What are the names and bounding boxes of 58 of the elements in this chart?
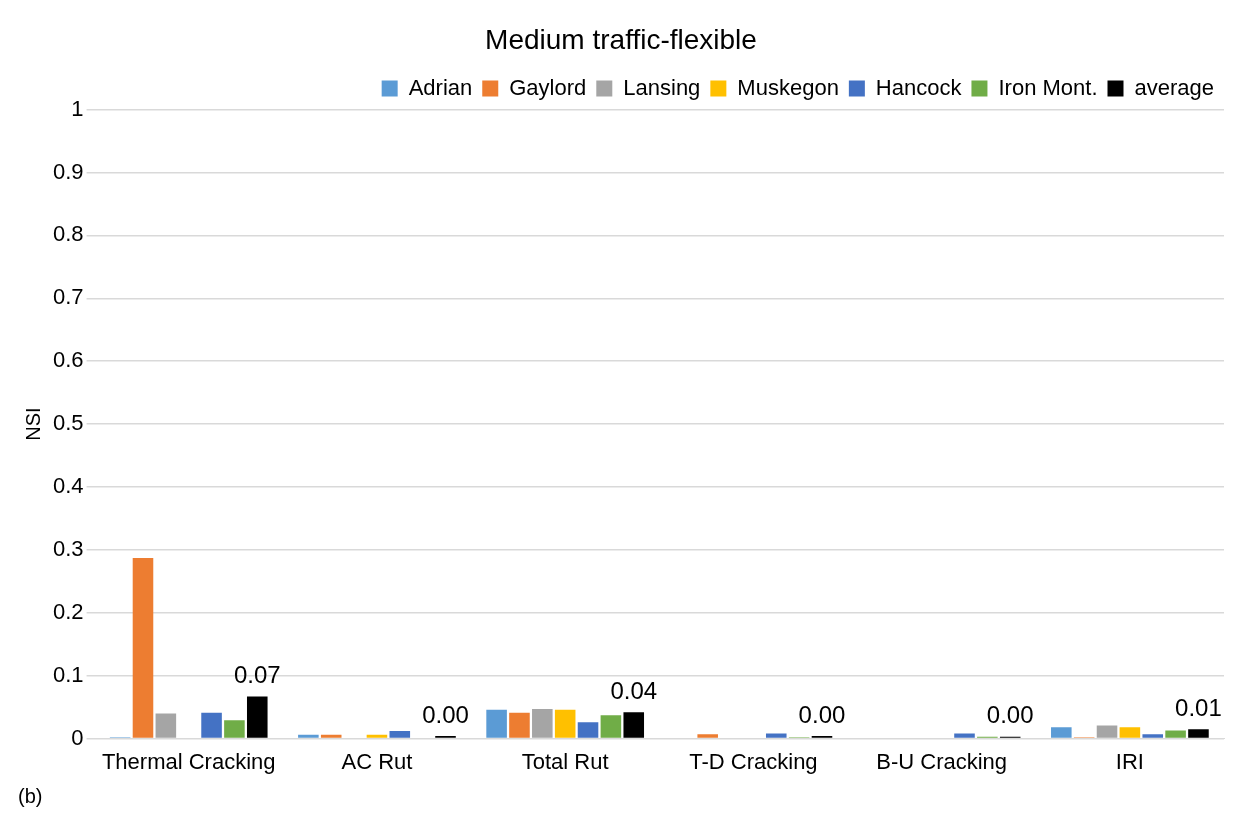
legend-label: Iron Mont. — [998, 74, 1098, 100]
legend-label: Adrian — [408, 74, 473, 100]
bar — [246, 696, 268, 738]
y-tick-label: 0.5 — [52, 410, 84, 436]
bar — [765, 733, 787, 738]
bar — [1096, 725, 1118, 738]
data-label: 0.00 — [986, 701, 1034, 729]
bar — [1142, 734, 1164, 738]
legend-label: Gaylord — [509, 74, 587, 100]
legend-label: Muskegon — [737, 74, 839, 100]
legend-label: Lansing — [623, 74, 701, 100]
x-tick-label: AC Rut — [341, 748, 413, 774]
bar — [697, 734, 718, 738]
bar — [509, 712, 530, 738]
data-label: 0.00 — [422, 700, 469, 728]
legend-label: average — [1134, 74, 1215, 100]
bar — [577, 722, 599, 738]
text: (b) — [18, 784, 43, 807]
y-tick-label: 0.1 — [52, 661, 84, 687]
x-tick-label: T-D Cracking — [689, 748, 818, 774]
y-tick-label: 0.9 — [52, 158, 84, 184]
bar — [1188, 729, 1209, 738]
bar — [1165, 730, 1186, 738]
data-label: 0.00 — [798, 700, 846, 728]
bar — [1051, 727, 1072, 738]
bar — [389, 731, 411, 738]
bar — [224, 720, 245, 738]
bar — [623, 712, 645, 738]
x-tick-label: Thermal Cracking — [101, 748, 276, 774]
legend-label: Hancock — [875, 74, 963, 100]
y-tick-label: 1 — [71, 95, 84, 121]
bar — [486, 709, 507, 738]
x-tick-label: IRI — [1115, 748, 1144, 774]
bar — [954, 733, 975, 738]
bar — [201, 712, 222, 738]
y-tick-label: 0.8 — [52, 221, 84, 247]
data-label: 0.07 — [233, 661, 281, 689]
x-tick-label: B-U Cracking — [876, 748, 1008, 774]
y-tick-label: 0.4 — [52, 473, 84, 499]
bar — [554, 709, 576, 738]
y-tick-label: 0.6 — [52, 347, 84, 373]
bar — [155, 713, 177, 738]
y-tick-label: 0 — [71, 724, 84, 750]
bar — [532, 709, 553, 738]
y-tick-label: 0.2 — [52, 598, 84, 624]
bar — [320, 734, 342, 738]
bar — [1119, 727, 1141, 738]
y-tick-label: 0.7 — [52, 284, 84, 310]
chart-title: Medium traffic-flexible — [485, 23, 757, 55]
data-label: 0.04 — [610, 676, 658, 704]
bar — [366, 734, 388, 738]
bar — [600, 715, 622, 738]
x-tick-label: Total Rut — [521, 748, 609, 774]
y-axis-title: NSI — [21, 407, 44, 441]
y-tick-label: 0.3 — [52, 535, 84, 561]
bar — [132, 558, 154, 738]
data-label: 0.01 — [1175, 693, 1222, 721]
bar — [298, 734, 319, 738]
